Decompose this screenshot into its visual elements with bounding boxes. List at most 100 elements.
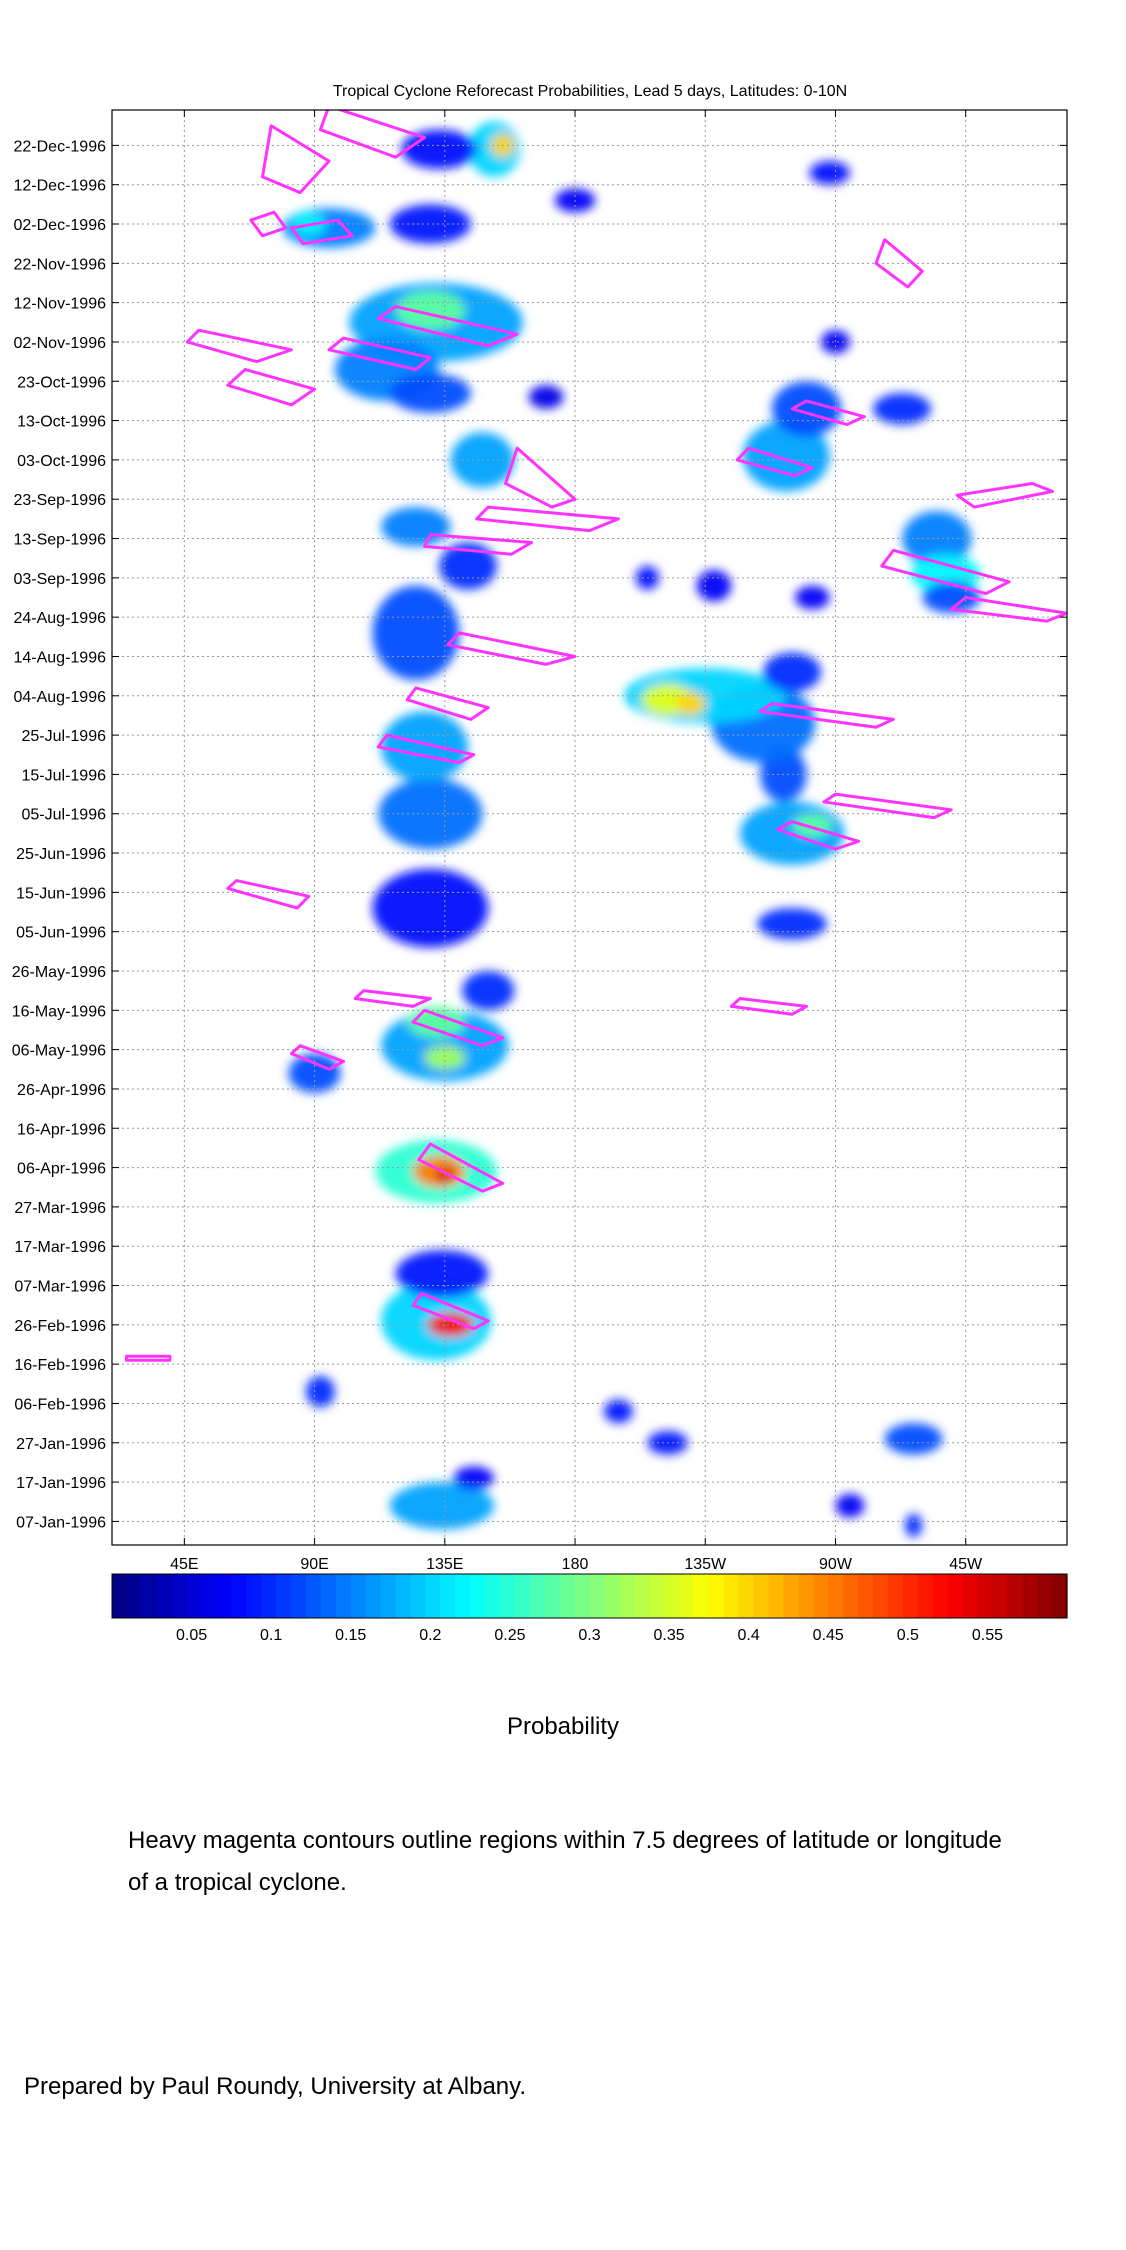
colorbar-tick-label: 0.35 [654, 1627, 685, 1644]
colorbar-frame [111, 1573, 1068, 1619]
colorbar-segment [514, 1574, 531, 1618]
colorbar-segment [171, 1574, 188, 1618]
y-tick-label: 25-Jun-1996 [16, 846, 106, 863]
probability-blob [763, 652, 822, 692]
colorbar-segment [395, 1574, 412, 1618]
probability-blob [305, 1375, 335, 1408]
colorbar-tick-label: 0.05 [176, 1627, 207, 1644]
probability-blob [757, 908, 827, 940]
cyclone-contours [124, 110, 1067, 1362]
y-tick-label: 12-Dec-1996 [14, 178, 107, 195]
cyclone-contour [790, 399, 866, 427]
y-tick-label: 16-May-1996 [12, 1003, 106, 1020]
colorbar-segment [246, 1574, 262, 1618]
probability-blob [389, 1482, 494, 1530]
y-tick-label: 16-Feb-1996 [14, 1357, 106, 1374]
cyclone-contour [376, 305, 519, 348]
colorbar-segment [410, 1574, 426, 1618]
colorbar-segment [1052, 1574, 1068, 1618]
probability-blob [378, 778, 483, 850]
colorbar-segment [649, 1574, 665, 1618]
colorbar-tick-label: 0.55 [972, 1627, 1003, 1644]
colorbar-segment [917, 1574, 934, 1618]
cyclone-contour [289, 218, 354, 246]
y-tick-label: 22-Nov-1996 [14, 256, 107, 273]
y-tick-label: 12-Nov-1996 [14, 296, 107, 313]
probability-blob [381, 507, 451, 547]
colorbar-tick-label: 0.15 [335, 1627, 366, 1644]
colorbar-segment [499, 1574, 516, 1618]
y-tick-label: 17-Mar-1996 [14, 1239, 106, 1256]
y-tick-label: 27-Mar-1996 [14, 1200, 106, 1217]
grid-lines [112, 110, 1067, 1545]
x-tick-label: 90W [819, 1556, 853, 1573]
probability-blob [771, 381, 842, 437]
colorbar-segment [320, 1574, 337, 1618]
cyclone-contour [376, 733, 476, 765]
plot-frame [111, 109, 1068, 1546]
colorbar-ticks: 0.05 0.1 0.15 0.2 0.25 0.3 0.35 0.4 0.45 0.5 0.55 [176, 1627, 1003, 1644]
probability-blob [427, 1313, 474, 1337]
cyclone-contour [226, 367, 317, 407]
plot-background [112, 110, 1067, 1545]
colorbar-segment [112, 1574, 128, 1618]
probability-blob [835, 1493, 865, 1518]
y-tick-label: 07-Mar-1996 [14, 1279, 106, 1296]
probability-blob [792, 813, 833, 838]
colorbar-segment [276, 1574, 292, 1618]
colorbar-segment [753, 1574, 770, 1618]
cyclone-contour [874, 238, 924, 289]
colorbar-segment [365, 1574, 382, 1618]
colorbar-segment [440, 1574, 456, 1618]
colorbar-segment [216, 1574, 232, 1618]
chart-title: Tropical Cyclone Reforecast Probabilitie… [333, 83, 847, 100]
x-tick-label: 90E [300, 1556, 328, 1573]
x-axis-ticks: 45E 90E 135E 180 135W 90W 45W [170, 110, 983, 1573]
cyclone-contour [735, 446, 814, 478]
y-tick-label: 02-Dec-1996 [14, 217, 107, 234]
probability-blob [603, 1399, 633, 1424]
cyclone-contour [776, 820, 861, 851]
probability-blob [809, 161, 850, 185]
probability-blob [902, 511, 972, 567]
colorbar-segment [470, 1574, 486, 1618]
probability-blob [462, 971, 515, 1011]
cyclone-contour [949, 596, 1067, 623]
cyclone-contour [318, 110, 427, 159]
probability-blob [794, 585, 830, 610]
colorbar-segment [992, 1574, 1008, 1618]
colorbar-segment [828, 1574, 844, 1618]
y-tick-label: 26-Apr-1996 [17, 1082, 106, 1099]
colorbar-segment [544, 1574, 561, 1618]
x-tick-label: 45W [949, 1556, 983, 1573]
cyclone-contour [758, 702, 895, 729]
colorbar-segment [186, 1574, 203, 1618]
colorbar-segment [887, 1574, 904, 1618]
y-tick-label: 23-Oct-1996 [17, 374, 106, 391]
colorbar-segment [425, 1574, 441, 1618]
colorbar-segment [291, 1574, 307, 1618]
cyclone-contour [423, 533, 534, 556]
probability-blob [389, 204, 471, 244]
y-tick-label: 04-Aug-1996 [13, 689, 106, 706]
colorbar-segment [141, 1574, 158, 1618]
probability-blob [742, 420, 830, 492]
colorbar-tick-label: 0.5 [897, 1627, 919, 1644]
colorbar-segment [455, 1574, 471, 1618]
probability-blob [453, 1466, 494, 1490]
contour-note: Heavy magenta contours outline regions w… [128, 1827, 1002, 1896]
y-tick-label: 06-Feb-1996 [14, 1396, 106, 1413]
cyclone-contour [729, 997, 809, 1016]
colorbar-segment [559, 1574, 576, 1618]
credit-text: Prepared by Paul Roundy, University at A… [24, 2073, 527, 2100]
colorbar-segment [231, 1574, 247, 1618]
y-tick-label: 06-Apr-1996 [17, 1161, 106, 1178]
probability-blob [904, 1513, 923, 1538]
colorbar-segment [679, 1574, 695, 1618]
colorbar-segment [589, 1574, 606, 1618]
colorbar-segment [708, 1574, 725, 1618]
cyclone-contour [880, 548, 1011, 596]
colorbar-segment [932, 1574, 949, 1618]
colorbar-tick-label: 0.25 [494, 1627, 525, 1644]
colorbar-segment [619, 1574, 635, 1618]
